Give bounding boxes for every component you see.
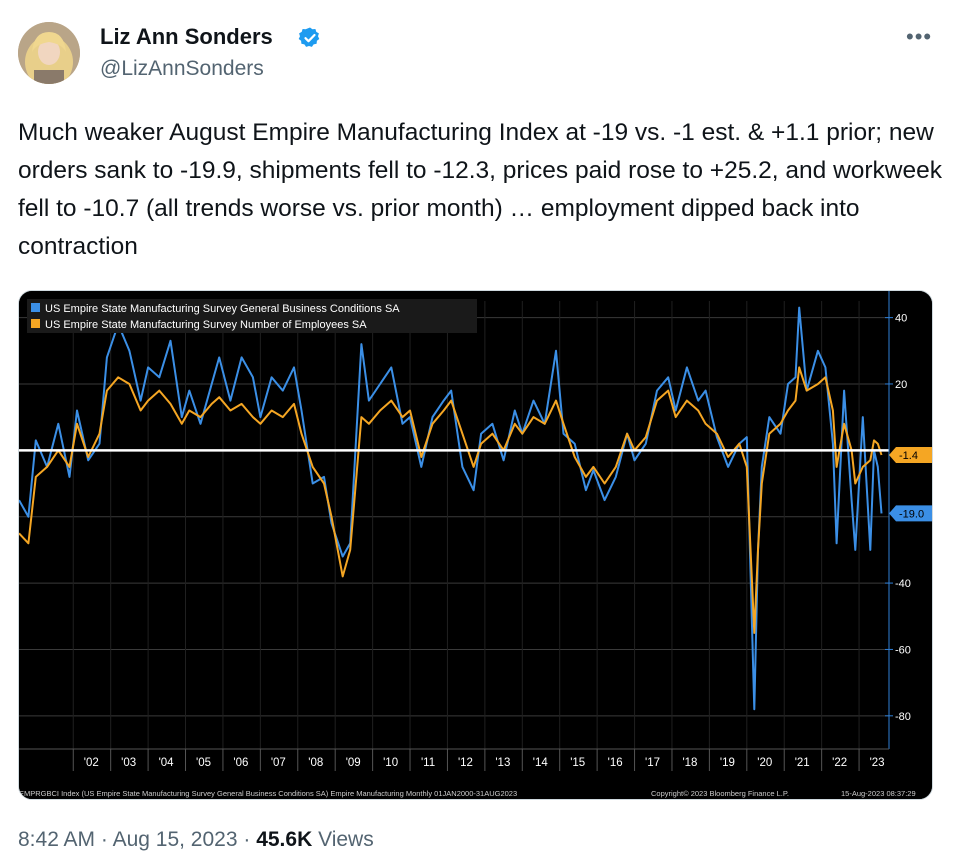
meta-separator: · [95, 828, 113, 851]
tweet-text: Much weaker August Empire Manufacturing … [18, 119, 943, 260]
more-icon[interactable]: ••• [906, 24, 933, 49]
views-count: 45.6K [256, 828, 313, 851]
tweet-time[interactable]: 8:42 AM [18, 828, 96, 851]
chart-legend: US Empire State Manufacturing Survey Gen… [27, 299, 477, 333]
last-value-label: -19.0 [899, 508, 924, 520]
x-tick-label: '19 [720, 757, 735, 769]
x-tick-label: '07 [271, 757, 286, 769]
x-tick-label: '14 [533, 757, 549, 769]
last-value-tag [889, 446, 932, 463]
x-tick-label: '20 [757, 757, 772, 769]
x-tick-label: '10 [383, 757, 398, 769]
x-tick-label: '15 [570, 757, 585, 769]
x-tick-label: '03 [121, 757, 136, 769]
y-tick-label: 20 [895, 379, 907, 391]
series-line-2 [19, 366, 883, 634]
views-label: Views [312, 828, 374, 851]
avatar-image [18, 22, 80, 84]
verified-badge-icon [298, 27, 320, 47]
x-tick-label: '12 [458, 757, 473, 769]
x-tick-label: '05 [196, 757, 211, 769]
last-value-labels: -1.4 -19.0 [889, 446, 932, 522]
legend-label-1: US Empire State Manufacturing Survey Gen… [45, 303, 400, 315]
x-tick-label: '16 [608, 757, 623, 769]
x-tick-label: '18 [682, 757, 697, 769]
x-tick-label: '04 [159, 757, 175, 769]
x-tick-label: '08 [308, 757, 323, 769]
x-tick-label: '02 [84, 757, 99, 769]
x-tick-label: '09 [346, 757, 361, 769]
y-axis-ticks: 40 20 -40 -60 -80 [885, 313, 911, 723]
last-value-tag [889, 505, 932, 522]
tweet-meta: 8:42 AM · Aug 15, 2023 · 45.6K Views [18, 828, 374, 852]
footer-copyright: Copyright© 2023 Bloomberg Finance L.P. [651, 789, 789, 798]
chart-background [19, 291, 932, 799]
y-tick-label: -80 [895, 711, 911, 723]
avatar[interactable] [18, 22, 80, 84]
legend-swatch-blue [31, 303, 40, 312]
x-axis: '02 '03 '04 '05 '06 '07 '08 '09 '10 '11 '12 '13 '14 '… [19, 748, 889, 771]
series-line-1 [19, 306, 883, 711]
legend-box [27, 299, 477, 333]
meta-separator: · [237, 828, 257, 851]
legend-label-2: US Empire State Manufacturing Survey Num… [45, 319, 367, 331]
tweet-date[interactable]: Aug 15, 2023 [112, 828, 238, 851]
x-tick-label: '23 [870, 757, 885, 769]
last-value-label: -1.4 [899, 450, 918, 462]
x-tick-label: '13 [495, 757, 510, 769]
footer-source: EMPRGBCI Index (US Empire State Manufact… [19, 789, 517, 798]
author-handle[interactable]: @LizAnnSonders [100, 57, 264, 80]
chart-series [19, 306, 883, 711]
x-tick-label: '11 [421, 757, 435, 769]
footer-date: 15-Aug-2023 08:37:29 [841, 789, 916, 798]
y-tick-label: 40 [895, 313, 907, 325]
chart-grid [19, 301, 889, 749]
legend-swatch-orange [31, 319, 40, 328]
author-name[interactable]: Liz Ann Sonders [100, 24, 273, 49]
x-tick-label: '22 [832, 757, 847, 769]
tweet-media[interactable]: 40 20 -40 -60 -80 -1.4 -19.0 '02'03'04'05'06 '… [18, 290, 933, 800]
x-tick-label: '17 [645, 757, 660, 769]
x-tick-label: '21 [795, 757, 810, 769]
x-tick-label: '06 [233, 757, 248, 769]
y-tick-label: -60 [895, 644, 911, 656]
y-tick-label: -40 [895, 578, 911, 590]
